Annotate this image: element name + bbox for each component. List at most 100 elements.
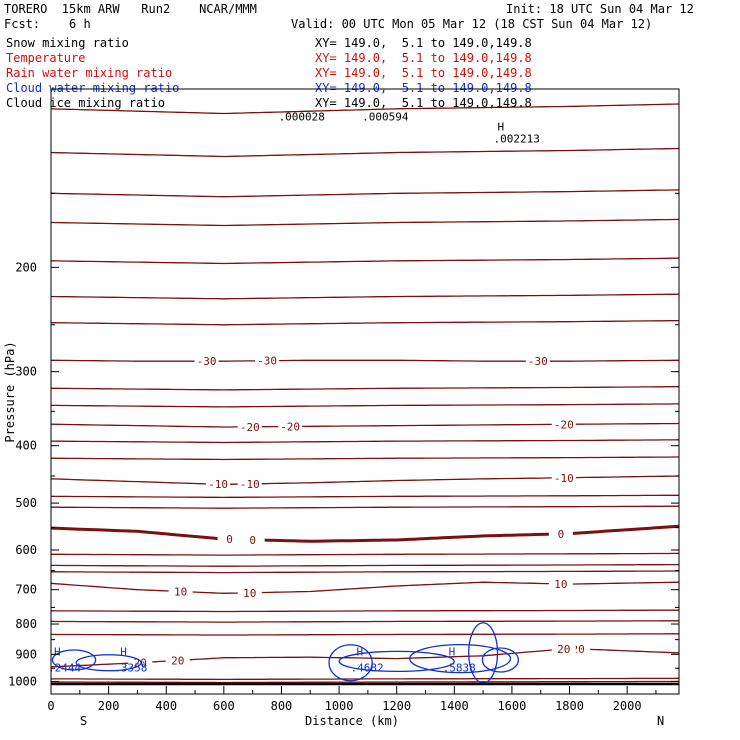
contour-label: -10 xyxy=(208,478,228,491)
isotherm-line xyxy=(50,319,680,326)
contour-label-bg xyxy=(240,533,265,546)
isotherm-line xyxy=(50,147,680,158)
contour-label: 0 xyxy=(558,528,565,541)
contour-label: -30 xyxy=(257,355,277,368)
valid-time: Valid: 00 UTC Mon 05 Mar 12 (18 CST Sun … xyxy=(291,17,653,31)
plot-frame xyxy=(50,88,680,695)
isotherm-line xyxy=(50,218,680,227)
contour-label: -10 xyxy=(554,472,574,485)
isotherm-line xyxy=(51,386,679,391)
isotherm-line xyxy=(51,552,679,556)
snow-max-marker: H xyxy=(498,120,505,133)
isotherm-line xyxy=(51,505,679,509)
contour-label-bg xyxy=(548,577,573,590)
isotherm-line xyxy=(51,563,679,567)
contour-label: -20 xyxy=(240,421,260,434)
contour-label: 10 xyxy=(243,587,256,600)
model-title: TORERO 15km ARW Run2 NCAR/MMM xyxy=(4,2,257,16)
legend-range-cloud-water: XY= 149.0, 5.1 to 149.0,149.8 xyxy=(315,81,532,95)
y-axis-title: Pressure (hPa) xyxy=(3,341,17,442)
legend-label-temperature: Temperature xyxy=(6,51,86,65)
legend-label-rain: Rain water mixing ratio xyxy=(6,66,173,80)
cloud-water-max-value: .5838 xyxy=(443,661,476,674)
cloud-water-contour xyxy=(338,650,455,673)
isotherm-line xyxy=(50,620,679,623)
x-end-label-south: S xyxy=(80,714,87,728)
forecast-hour: Fcst: 6 h xyxy=(4,17,91,31)
contour-label-bg xyxy=(194,355,219,368)
legend-label-cloud-ice: Cloud ice mixing ratio xyxy=(6,96,165,110)
y-tick-label: 200 xyxy=(15,260,37,274)
contour-label-bg xyxy=(237,586,262,599)
isotherm-line xyxy=(51,680,680,684)
legend-label-snow: Snow mixing ratio xyxy=(6,36,129,50)
x-axis-title: Distance (km) xyxy=(305,714,399,728)
x-tick-label: 600 xyxy=(213,699,235,713)
y-tick-label: 600 xyxy=(15,543,37,557)
y-tick-label: 700 xyxy=(15,583,37,597)
isotherm-line xyxy=(51,677,680,681)
cloud-water-max-marker: H xyxy=(120,645,127,658)
snow-contour-label: .000028 xyxy=(279,110,325,123)
contour-label-bg xyxy=(237,420,262,433)
temperature-contour-0 xyxy=(50,524,680,543)
contour-label-bg xyxy=(551,471,576,484)
contour-label: 20 xyxy=(171,654,184,667)
cloud-water-max-marker: H xyxy=(449,645,456,658)
temperature-contour-10 xyxy=(50,581,680,594)
contour-label: 0 xyxy=(249,534,256,547)
contour-label-bg xyxy=(217,533,242,546)
cloud-water-max-value: .4682 xyxy=(350,661,383,674)
contour-label-bg xyxy=(255,354,280,367)
y-tick-label: 1000 xyxy=(8,674,37,688)
contour-label-bg xyxy=(206,478,231,491)
isotherm-line xyxy=(50,456,679,461)
legend-range-temperature: XY= 149.0, 5.1 to 149.0,149.8 xyxy=(315,51,532,65)
x-tick-label: 1400 xyxy=(440,699,469,713)
y-tick-label: 800 xyxy=(15,617,37,631)
cloud-water-contour xyxy=(328,644,373,682)
isotherm-line xyxy=(50,439,680,444)
contour-label: -30 xyxy=(197,355,217,368)
x-tick-label: 0 xyxy=(47,699,54,713)
x-end-label-north: N xyxy=(657,714,664,728)
x-tick-label: 200 xyxy=(98,699,120,713)
y-tick-label: 500 xyxy=(15,496,37,510)
temperature-contour--30 xyxy=(51,359,679,362)
cloud-water-contour xyxy=(409,643,512,674)
contour-label-bg xyxy=(237,477,262,490)
cloud-water-max-marker: H xyxy=(54,645,61,658)
snow-max-value: .002213 xyxy=(494,132,540,145)
contour-label-bg xyxy=(525,355,550,368)
cloud-water-contour xyxy=(51,649,97,671)
contour-label: -20 xyxy=(280,420,300,433)
cloud-water-max-value: .2444 xyxy=(48,661,81,674)
y-tick-label: 300 xyxy=(15,365,37,379)
contour-label: 10 xyxy=(174,586,187,599)
isotherm-line xyxy=(50,494,679,499)
isotherm-line xyxy=(50,103,680,115)
x-tick-label: 400 xyxy=(155,699,177,713)
contour-label-bg xyxy=(168,585,193,598)
x-tick-label: 1200 xyxy=(382,699,411,713)
y-tick-label: 400 xyxy=(15,439,37,453)
isotherm-line xyxy=(50,293,680,300)
snow-contour-label: .000594 xyxy=(362,110,409,123)
x-tick-label: 1000 xyxy=(325,699,354,713)
contour-label-bg xyxy=(165,654,190,667)
legend-range-snow: XY= 149.0, 5.1 to 149.0,149.8 xyxy=(315,36,532,50)
isotherm-line xyxy=(50,633,679,636)
isotherm-line xyxy=(51,403,679,408)
legend-range-cloud-ice: XY= 149.0, 5.1 to 149.0,149.8 xyxy=(315,96,532,110)
y-tick-label: 900 xyxy=(15,647,37,661)
cloud-water-max-marker: H xyxy=(356,645,363,658)
init-time: Init: 18 UTC Sun 04 Mar 12 xyxy=(506,2,694,16)
contour-label: -10 xyxy=(240,478,260,491)
contour-label-bg xyxy=(551,418,576,431)
legend-range-rain: XY= 149.0, 5.1 to 149.0,149.8 xyxy=(315,66,532,80)
cloud-water-contour xyxy=(481,647,520,673)
contour-label-bg xyxy=(548,527,573,540)
x-tick-label: 1800 xyxy=(555,699,584,713)
x-tick-label: 2000 xyxy=(613,699,642,713)
